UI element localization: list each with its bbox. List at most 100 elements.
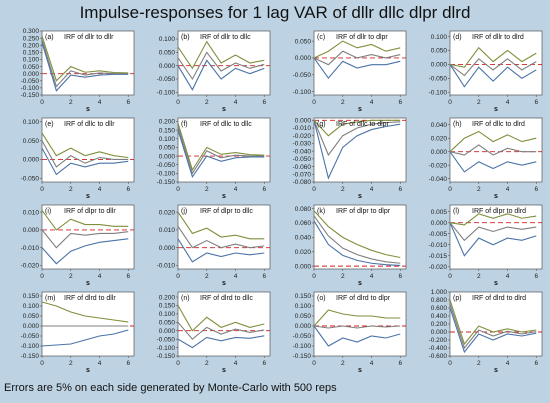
series-line-irf — [177, 321, 265, 340]
x-tick-label: 2 — [69, 186, 73, 193]
series-line-irf — [177, 226, 265, 249]
panel-letter: (a) — [45, 34, 54, 41]
y-tick-label: 0.050 — [159, 50, 176, 57]
y-tick-label: -0.400 — [429, 345, 448, 352]
y-tick-label: 0.005 — [431, 209, 448, 216]
y-tick-label: 0.100 — [23, 119, 40, 126]
x-axis-label: s — [222, 106, 226, 113]
x-tick-label: 2 — [341, 360, 345, 367]
y-tick-label: 0.000 — [431, 329, 448, 336]
series-line-lower — [449, 64, 537, 88]
x-axis-label: s — [222, 280, 226, 287]
y-tick-label: 0.100 — [23, 303, 40, 310]
series-line-upper — [41, 210, 129, 231]
panel-letter: (n) — [181, 295, 190, 302]
x-tick-label: 2 — [69, 360, 73, 367]
y-tick-label: 0.200 — [23, 42, 40, 49]
y-tick-label: 0.000 — [431, 220, 448, 227]
plot-area — [449, 204, 543, 270]
x-tick-label: 6 — [398, 99, 402, 106]
y-tick-label: -0.100 — [293, 89, 312, 96]
x-tick-label: 0 — [312, 186, 316, 193]
panel-letter: (p) — [453, 295, 462, 302]
x-tick-label: 4 — [370, 273, 374, 280]
x-tick-label: 6 — [398, 186, 402, 193]
x-tick-label: 6 — [126, 186, 130, 193]
series-line-upper — [449, 299, 537, 346]
series-line-upper — [177, 40, 265, 70]
y-tick-label: 0.050 — [23, 64, 40, 71]
y-tick-label: -0.010 — [429, 242, 448, 249]
x-tick-label: 0 — [312, 273, 316, 280]
series-line-irf — [177, 126, 265, 175]
series-line-irf — [313, 325, 401, 329]
y-tick-label: 0.020 — [295, 249, 312, 256]
y-tick-label: -0.010 — [293, 125, 312, 132]
footnote: Errors are 5% on each side generated by … — [4, 382, 337, 394]
panel-letter: (f) — [181, 121, 188, 128]
y-tick-label: -0.050 — [293, 156, 312, 163]
x-tick-label: 0 — [176, 360, 180, 367]
plot-area — [449, 30, 543, 96]
series-line-lower — [313, 120, 401, 180]
x-tick-label: 0 — [176, 273, 180, 280]
y-tick-label: 0.150 — [159, 303, 176, 310]
x-tick-label: 2 — [341, 186, 345, 193]
y-tick-label: 0.150 — [295, 293, 312, 300]
y-tick-label: -0.050 — [157, 336, 176, 343]
panel-letter: (m) — [45, 295, 56, 302]
x-tick-label: 2 — [205, 186, 209, 193]
y-tick-label: -0.005 — [429, 231, 448, 238]
y-tick-label: 0.050 — [295, 38, 312, 45]
y-tick-label: 0.000 — [431, 149, 448, 156]
y-tick-label: 0.000 — [159, 63, 176, 70]
figure-title: Impulse-responses for 1 lag VAR of dllr … — [79, 3, 471, 22]
x-axis-label: s — [86, 367, 90, 374]
series-line-irf — [313, 120, 401, 157]
x-tick-label: 6 — [534, 99, 538, 106]
series-line-lower — [177, 129, 265, 179]
series-line-lower — [313, 325, 401, 347]
panel-letter: (g) — [317, 121, 326, 128]
panel-a: 0.3000.2500.2000.1500.1000.0500.000-0.05… — [21, 28, 135, 113]
y-tick-label: 0.200 — [431, 321, 448, 328]
y-tick-label: -0.080 — [293, 179, 312, 186]
panel-title: IRF of dlrd to dlrd — [472, 295, 526, 302]
x-tick-label: 4 — [370, 360, 374, 367]
plot-area — [41, 204, 135, 270]
series-line-irf — [449, 58, 537, 77]
panel-letter: (j) — [181, 208, 187, 215]
y-tick-label: -0.100 — [21, 85, 40, 92]
panel-letter: (d) — [453, 34, 462, 41]
y-tick-label: 0.000 — [159, 245, 176, 252]
y-tick-label: -0.150 — [157, 179, 176, 186]
x-tick-label: 4 — [234, 186, 238, 193]
x-axis-label: s — [494, 367, 498, 374]
panel-title: IRF of dlpr to dlrd — [472, 208, 526, 215]
series-line-lower — [41, 238, 129, 265]
panel-title: IRF of dlpr to dlpr — [336, 208, 391, 215]
y-tick-label: 0.080 — [295, 206, 312, 213]
panel-letter: (c) — [317, 34, 325, 41]
x-tick-label: 2 — [477, 99, 481, 106]
series-line-upper — [449, 46, 537, 68]
y-tick-label: -0.150 — [293, 353, 312, 360]
panel-title: IRF of dllr to dlpr — [336, 34, 388, 41]
series-line-lower — [449, 222, 537, 257]
y-tick-label: -0.040 — [293, 148, 312, 155]
series-line-upper — [313, 119, 401, 137]
y-tick-label: -0.020 — [429, 162, 448, 169]
y-tick-label: 0.300 — [23, 28, 40, 35]
series-line-lower — [449, 307, 537, 354]
y-tick-label: 0.100 — [159, 311, 176, 318]
series-line-irf — [41, 140, 129, 168]
x-tick-label: 4 — [98, 273, 102, 280]
y-tick-label: -0.030 — [293, 141, 312, 148]
x-tick-label: 2 — [69, 273, 73, 280]
x-tick-label: 2 — [341, 273, 345, 280]
